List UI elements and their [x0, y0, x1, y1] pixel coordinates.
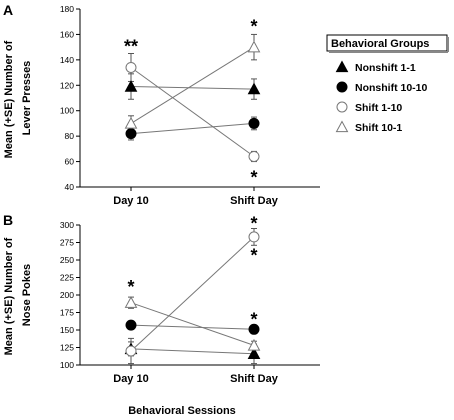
panel-b-series-line-shift-10-1	[130, 302, 255, 346]
legend-item-nonshift-10-10: Nonshift 10-10	[336, 81, 428, 94]
legend-item-shift-10-1: Shift 10-1	[335, 120, 402, 134]
panel-a-point-shift-10-1-day-10	[124, 116, 138, 129]
panel-a-ylabel-line1: Mean (+SE) Number of	[3, 40, 15, 158]
panel-b-point-nonshift-10-10-shift-day	[248, 323, 260, 335]
panel-b-y-tick-label-100: 100	[60, 360, 74, 370]
panel-b-y-tick-label-275: 275	[60, 238, 74, 248]
legend-label-shift-1-10: Shift 1-10	[355, 102, 402, 114]
panel-a-point-nonshift-10-10-day-10	[125, 128, 137, 140]
legend-label-nonshift-1-1: Nonshift 1-1	[355, 62, 416, 74]
legend-label-shift-10-1: Shift 10-1	[355, 122, 402, 134]
panel-b-significance-3: *	[250, 309, 257, 329]
panel-a-y-tick-label-140: 140	[60, 55, 74, 65]
panel-b-point-shift-10-1-shift-day	[247, 338, 261, 351]
panel-a-x-tick-label-shift-day: Shift Day	[230, 195, 279, 207]
panel-a-point-nonshift-10-10-shift-day	[248, 117, 260, 129]
panel-b-y-tick-label-150: 150	[60, 325, 74, 335]
panel-a-point-nonshift-1-1-day-10	[124, 80, 138, 92]
panel-b-ylabel: Mean (+SE) Number of Nose Pokes	[3, 235, 33, 356]
panel-a-point-shift-1-10-shift-day	[248, 150, 260, 162]
panel-b-series-line-shift-1-10	[130, 236, 255, 352]
x-axis-label-behavioral-sessions: Behavioral Sessions	[128, 405, 236, 417]
panel-b-series-line-nonshift-1-1	[130, 348, 255, 355]
panel-b-point-shift-1-10-day-10	[125, 345, 137, 357]
panel-b-significance-1: *	[250, 214, 257, 234]
legend-item-nonshift-1-1: Nonshift 1-1	[335, 60, 416, 74]
panel-b-plot: 100 125 150 175 200 225 250 275 300 Day 10 Shift D…	[60, 214, 320, 385]
panel-b-x-tick-label-shift-day: Shift Day	[230, 373, 279, 385]
panel-a-y-tick-label-40: 40	[65, 182, 75, 192]
panel-a-point-shift-10-1-shift-day	[247, 40, 261, 53]
panel-a-y-tick-label-180: 180	[60, 4, 74, 14]
panel-b-ylabel-line1: Mean (+SE) Number of	[3, 237, 15, 355]
panel-a-point-nonshift-1-1-shift-day	[247, 82, 261, 95]
panel-a-significance-2: *	[250, 168, 257, 188]
panel-a-series-line-nonshift-10-10	[130, 122, 255, 135]
panel-b-point-nonshift-1-1-shift-day	[247, 347, 261, 359]
panel-a-ylabel: Mean (+SE) Number of Lever Presses	[3, 38, 33, 159]
panel-a-significance-0: **	[124, 37, 138, 57]
legend-marker-shift-10-1	[335, 120, 349, 133]
panel-a-y-tick-label-80: 80	[65, 131, 75, 141]
panel-b-point-shift-1-10-shift-day	[248, 231, 260, 243]
panel-a-ylabel-line2: Lever Presses	[21, 61, 33, 136]
panel-b-significance-0: *	[127, 277, 134, 297]
panel-a-series-line-shift-10-1	[130, 46, 255, 124]
panel-b-ylabel-line2: Nose Pokes	[21, 264, 33, 326]
panel-a-series-line-shift-1-10	[130, 67, 255, 157]
panel-b-point-nonshift-10-10-day-10	[125, 319, 137, 331]
panel-b-y-tick-label-175: 175	[60, 308, 74, 318]
panel-b-y-tick-label-200: 200	[60, 290, 74, 300]
legend-item-shift-1-10: Shift 1-10	[336, 101, 402, 114]
panel-a-x-tick-label-day-10: Day 10	[113, 195, 148, 207]
legend-label-nonshift-10-10: Nonshift 10-10	[355, 82, 428, 94]
panel-b-point-shift-10-1-day-10	[124, 296, 138, 308]
legend-items: Nonshift 1-1 Nonshift 10-10 Shift 1-10 Shif…	[335, 60, 428, 134]
panel-a-significance-1: *	[250, 16, 257, 36]
panel-b-significance-2: *	[250, 246, 257, 266]
panel-a-y-tick-label-160: 160	[60, 29, 74, 39]
legend-marker-shift-1-10	[336, 101, 348, 113]
panel-b-y-tick-label-225: 225	[60, 273, 74, 283]
legend-marker-nonshift-1-1	[335, 60, 349, 73]
legend-marker-nonshift-10-10	[336, 81, 348, 93]
legend-title: Behavioral Groups	[331, 38, 429, 50]
panel-b-letter: B	[3, 212, 13, 228]
panel-a-point-shift-1-10-day-10	[125, 61, 137, 73]
panel-a-series-line-nonshift-1-1	[130, 86, 255, 90]
panel-a-letter: A	[3, 2, 13, 18]
panel-b-y-tick-label-125: 125	[60, 343, 74, 353]
panel-b-series-line-nonshift-10-10	[130, 324, 255, 330]
panel-a-y-tick-label-100: 100	[60, 106, 74, 116]
panel-a-y-tick-label-60: 60	[65, 157, 75, 167]
panel-a-y-tick-label-120: 120	[60, 80, 74, 90]
panel-b-x-tick-label-day-10: Day 10	[113, 373, 148, 385]
panel-b-y-tick-label-250: 250	[60, 255, 74, 265]
panel-b-y-tick-label-300: 300	[60, 220, 74, 230]
